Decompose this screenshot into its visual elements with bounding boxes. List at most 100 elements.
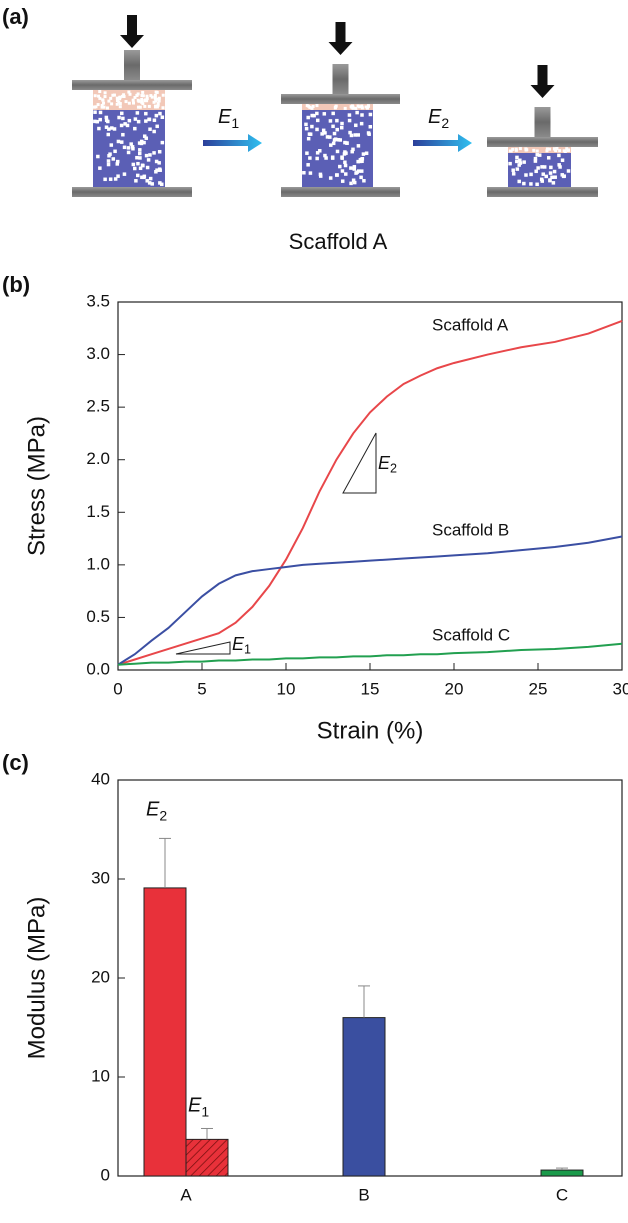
series-line bbox=[117, 319, 623, 666]
pore bbox=[331, 141, 336, 146]
pore bbox=[147, 104, 151, 108]
pore bbox=[135, 155, 139, 160]
pore bbox=[144, 153, 149, 158]
pore bbox=[353, 133, 357, 137]
pore bbox=[368, 125, 373, 129]
pore bbox=[557, 153, 561, 158]
pore bbox=[355, 110, 359, 115]
pore bbox=[130, 145, 135, 149]
pore bbox=[136, 98, 140, 102]
pore bbox=[334, 104, 338, 108]
pore bbox=[328, 135, 332, 139]
pore bbox=[518, 161, 523, 165]
pore bbox=[332, 131, 337, 136]
y-axis-title: Stress (MPa) bbox=[23, 416, 50, 556]
pore bbox=[157, 96, 161, 100]
pore bbox=[304, 126, 309, 131]
pore bbox=[558, 165, 562, 169]
x-tick-label: 10 bbox=[277, 679, 296, 698]
pore bbox=[518, 158, 522, 163]
pore bbox=[104, 115, 109, 120]
pore bbox=[321, 128, 326, 133]
pore bbox=[158, 111, 162, 116]
series-label: Scaffold A bbox=[432, 315, 509, 334]
pore bbox=[153, 93, 157, 97]
pore bbox=[308, 105, 312, 109]
series-label: Scaffold B bbox=[432, 520, 509, 539]
pore bbox=[517, 179, 521, 184]
caption: Scaffold A bbox=[289, 229, 388, 254]
pore bbox=[328, 176, 333, 180]
pore bbox=[154, 90, 158, 94]
flow-arrow bbox=[413, 134, 472, 152]
pore bbox=[557, 163, 561, 167]
pore bbox=[365, 106, 369, 110]
pore bbox=[310, 124, 314, 129]
pore bbox=[120, 94, 124, 98]
y-tick-label: 2.0 bbox=[86, 449, 110, 468]
pore bbox=[315, 127, 319, 132]
pore bbox=[562, 174, 566, 178]
y-tick-label: 40 bbox=[91, 769, 110, 788]
press-arrow bbox=[120, 15, 144, 48]
pore bbox=[105, 106, 109, 110]
pore bbox=[515, 167, 520, 171]
pore bbox=[354, 106, 358, 110]
pore bbox=[308, 171, 313, 175]
pore bbox=[154, 170, 158, 174]
pore bbox=[306, 163, 310, 167]
pore bbox=[107, 99, 111, 103]
x-tick-label: C bbox=[556, 1185, 568, 1204]
flow-arrow bbox=[203, 134, 262, 152]
pore bbox=[356, 104, 360, 108]
pore bbox=[112, 93, 116, 97]
pore bbox=[109, 143, 114, 147]
pore bbox=[536, 166, 540, 170]
pore bbox=[93, 110, 97, 114]
pore bbox=[340, 179, 345, 183]
y-tick-label: 10 bbox=[91, 1066, 110, 1085]
pore bbox=[315, 151, 320, 155]
pore bbox=[306, 136, 311, 141]
top-plate bbox=[72, 80, 192, 90]
pore bbox=[160, 182, 164, 187]
press-rod bbox=[332, 64, 349, 94]
pore bbox=[354, 123, 358, 128]
pore bbox=[138, 148, 142, 152]
slope-triangle bbox=[342, 432, 377, 494]
pore bbox=[324, 156, 328, 160]
pore bbox=[554, 149, 558, 153]
x-tick-label: A bbox=[180, 1185, 192, 1204]
pore bbox=[145, 165, 150, 170]
pore bbox=[160, 140, 165, 145]
pore bbox=[344, 172, 348, 176]
pore bbox=[541, 172, 545, 176]
pore bbox=[131, 146, 135, 151]
pore bbox=[340, 155, 344, 159]
pore bbox=[144, 136, 148, 140]
x-tick-label: 5 bbox=[197, 679, 206, 698]
pore bbox=[113, 177, 118, 181]
pore bbox=[126, 150, 131, 155]
pore bbox=[132, 166, 137, 171]
pore bbox=[566, 169, 571, 173]
pore bbox=[356, 133, 361, 137]
press-rod bbox=[124, 50, 140, 80]
pore bbox=[133, 95, 137, 99]
pore bbox=[535, 153, 539, 157]
pore bbox=[126, 146, 131, 150]
pore bbox=[98, 96, 102, 100]
pore bbox=[308, 156, 312, 160]
bottom-plate bbox=[487, 187, 598, 197]
pore bbox=[140, 163, 145, 168]
y-tick-label: 30 bbox=[91, 868, 110, 887]
pore bbox=[517, 163, 521, 167]
bar bbox=[185, 1138, 229, 1177]
pore bbox=[515, 159, 519, 164]
pore bbox=[133, 126, 137, 131]
pore bbox=[141, 90, 145, 94]
pore bbox=[338, 138, 343, 142]
pore bbox=[328, 119, 333, 123]
pore bbox=[331, 111, 335, 116]
bottom-plate bbox=[72, 187, 192, 197]
